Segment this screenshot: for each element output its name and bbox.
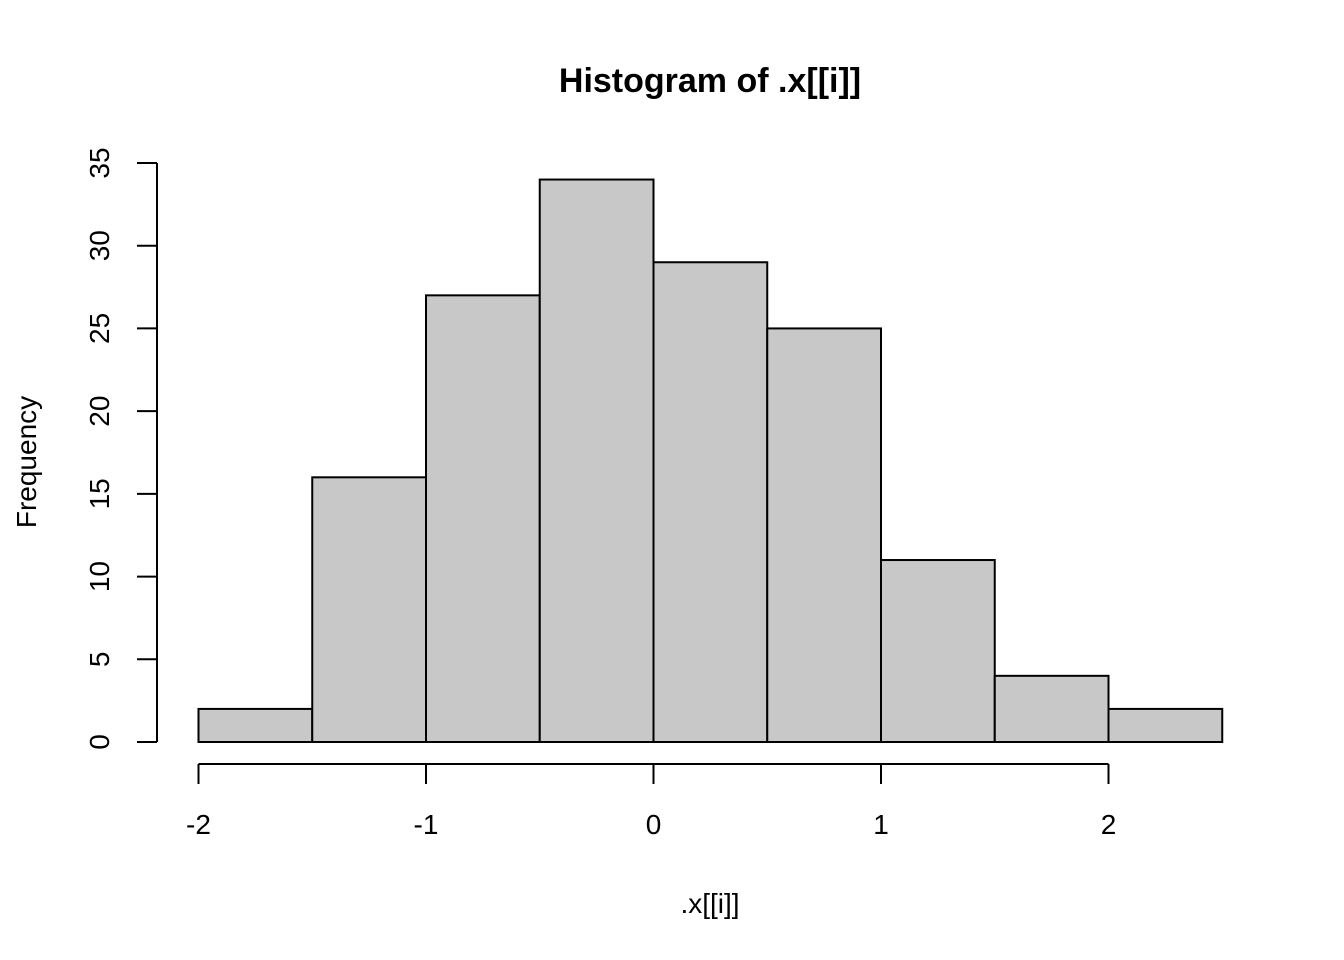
- histogram-bar: [652, 261, 769, 743]
- y-tick-label: 20: [84, 396, 115, 427]
- x-tick-label: 1: [873, 809, 889, 840]
- y-axis-label: Frequency: [11, 396, 42, 528]
- x-axis: -2 -1 0 1 2: [186, 763, 1117, 840]
- chart-title: Histogram of .x[[i]]: [559, 62, 861, 100]
- x-tick-label: -1: [414, 809, 439, 840]
- histogram-bar: [766, 327, 882, 743]
- bars-group: [197, 178, 1224, 744]
- x-tick-label: -2: [186, 809, 211, 840]
- histogram-bar: [311, 476, 427, 743]
- histogram-bar: [197, 707, 314, 744]
- y-tick-label: 25: [84, 313, 115, 344]
- y-tick-label: 35: [84, 147, 115, 178]
- histogram-bar: [425, 294, 541, 743]
- histogram-bar: [538, 178, 655, 744]
- y-tick-label: 30: [84, 230, 115, 261]
- x-tick-label: 2: [1101, 809, 1117, 840]
- y-tick-label: 15: [84, 478, 115, 509]
- x-tick-label: 0: [646, 809, 662, 840]
- histogram-bar: [1107, 707, 1224, 744]
- histogram-bar: [880, 559, 996, 743]
- y-axis: 0 5 10 15 20 25 30 35: [84, 147, 158, 750]
- histogram-bar: [993, 674, 1110, 743]
- x-axis-label: .x[[i]]: [680, 888, 739, 919]
- y-tick-label: 10: [84, 561, 115, 592]
- y-tick-label: 0: [84, 734, 115, 750]
- y-tick-label: 5: [84, 651, 115, 667]
